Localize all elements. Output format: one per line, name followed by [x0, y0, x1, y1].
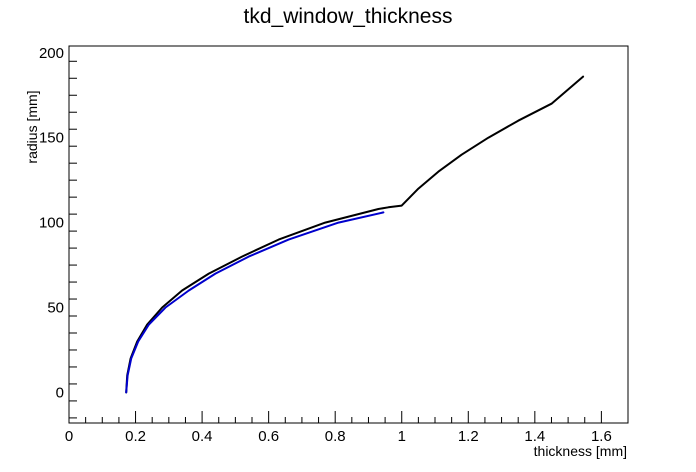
x-tick-label: 0.4: [192, 428, 213, 445]
x-tick-label: 0.8: [325, 428, 346, 445]
series-line-1: [125, 75, 585, 394]
series-line-2: [125, 211, 385, 394]
x-tick-label: 1.6: [591, 428, 612, 445]
y-axis-label: radius [mm]: [24, 90, 40, 163]
y-tick-label: 200: [39, 45, 64, 62]
x-axis-label: thickness [mm]: [534, 443, 627, 459]
y-tick-label: 150: [39, 130, 64, 147]
x-tick-label: 1.2: [458, 428, 479, 445]
x-axis: 0 0.2 0.4 0.6 0.8 1 1.2 1.4 1.6: [65, 411, 612, 445]
x-tick-label: 1.4: [524, 428, 545, 445]
chart-title: tkd_window_thickness: [244, 5, 453, 28]
x-tick-label: 0: [65, 428, 73, 445]
x-tick-label: 1: [398, 428, 406, 445]
y-tick-label: 50: [47, 300, 64, 317]
y-tick-label: 0: [56, 384, 64, 401]
x-tick-label: 0.2: [125, 428, 146, 445]
series-group: [125, 75, 585, 394]
y-axis: 0 50 100 150 200: [39, 45, 77, 419]
y-tick-label: 100: [39, 215, 64, 232]
x-tick-label: 0.6: [258, 428, 279, 445]
plot-frame: [68, 45, 629, 424]
